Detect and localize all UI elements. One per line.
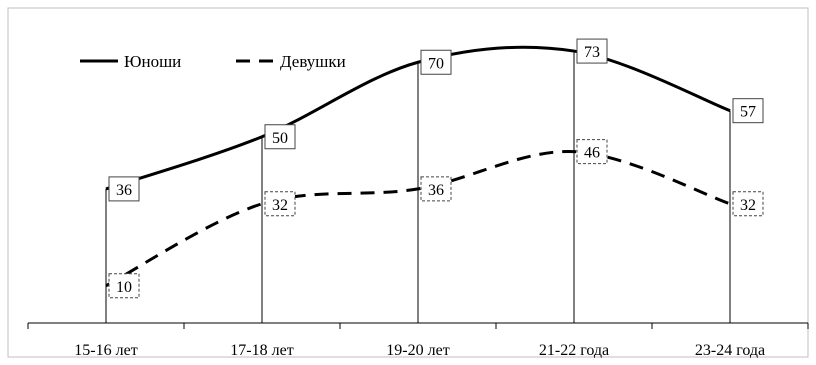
series-lines — [105, 45, 731, 288]
data-label: 32 — [732, 191, 764, 217]
data-label-text: 32 — [272, 197, 288, 214]
data-label: 46 — [576, 139, 608, 165]
legend-item: Юноши — [80, 52, 181, 71]
series-line-1 — [105, 45, 731, 191]
data-label-text: 10 — [116, 279, 132, 296]
data-label-box — [108, 273, 140, 299]
x-tick-label: 19-20 лет — [386, 342, 449, 359]
data-label-text: 32 — [740, 197, 756, 214]
x-tick-label: 17-18 лет — [230, 342, 293, 359]
data-label-box — [576, 38, 608, 64]
x-tick-label: 15-16 лет — [74, 342, 137, 359]
data-label-text: 46 — [584, 145, 600, 162]
data-label: 36 — [108, 176, 140, 202]
series-line-2 — [105, 150, 731, 288]
data-label-text: 50 — [272, 130, 288, 147]
data-label-box — [732, 98, 764, 124]
data-label: 57 — [732, 98, 764, 124]
data-label-box — [576, 139, 608, 165]
data-label-box — [420, 176, 452, 202]
data-label-text: 36 — [116, 182, 132, 199]
x-axis-ticks — [27, 323, 809, 329]
x-axis-tick-labels: 15-16 лет 17-18 лет 19-20 лет 21-22 года 23-… — [74, 342, 765, 359]
data-label: 50 — [264, 124, 296, 150]
legend-label: Девушки — [280, 52, 346, 71]
drop-lines — [105, 51, 731, 323]
data-labels: 36 50 70 73 57 10 32 36 46 32 — [108, 38, 764, 299]
legend-item: Девушки — [236, 52, 346, 71]
data-label-box — [732, 191, 764, 217]
data-label-text: 36 — [428, 182, 444, 199]
x-tick-label: 23-24 года — [695, 342, 765, 359]
data-label: 36 — [420, 176, 452, 202]
data-label-text: 70 — [428, 55, 444, 72]
data-label-text: 57 — [740, 104, 756, 121]
legend: Юноши Девушки — [80, 52, 346, 71]
legend-label: Юноши — [124, 52, 181, 71]
data-label: 32 — [264, 191, 296, 217]
x-tick-label: 21-22 года — [539, 342, 609, 359]
data-label-text: 73 — [584, 44, 600, 61]
data-label-box — [264, 191, 296, 217]
data-label-box — [420, 49, 452, 75]
data-label-box — [264, 124, 296, 150]
data-label-box — [108, 176, 140, 202]
data-label: 70 — [420, 49, 452, 75]
data-label: 73 — [576, 38, 608, 64]
data-label: 10 — [108, 273, 140, 299]
